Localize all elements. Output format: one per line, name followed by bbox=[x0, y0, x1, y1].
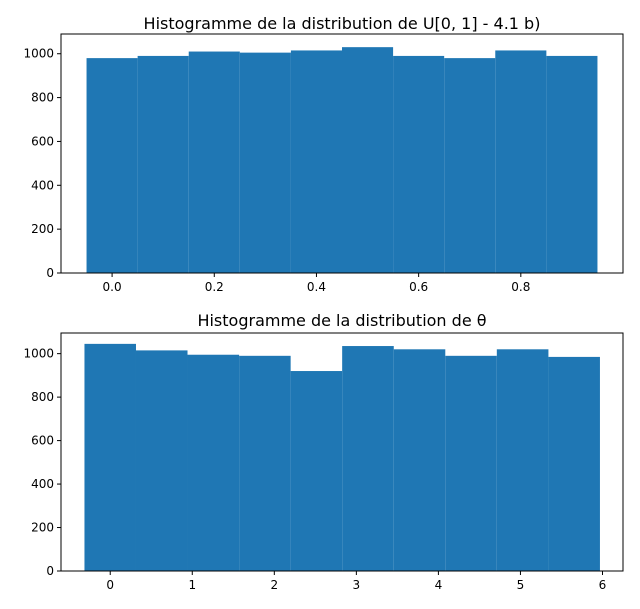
y-tick-label: 200 bbox=[31, 222, 54, 236]
histogram-bar bbox=[239, 355, 291, 571]
bars bbox=[86, 47, 598, 274]
histogram-bar bbox=[239, 52, 291, 273]
y-tick-label: 800 bbox=[31, 91, 54, 105]
y-tick-label: 200 bbox=[31, 521, 54, 535]
x-tick-label: 1 bbox=[188, 578, 196, 592]
y-tick-label: 0 bbox=[46, 266, 54, 280]
histogram-bar bbox=[290, 371, 343, 571]
x-tick-label: 0.2 bbox=[205, 280, 224, 294]
histogram-bar bbox=[496, 349, 549, 571]
chart-title: Histogramme de la distribution de θ bbox=[197, 311, 486, 330]
y-tick-label: 400 bbox=[31, 477, 54, 491]
chart-title: Histogramme de la distribution de U[0, 1… bbox=[144, 14, 541, 33]
histogram-bar bbox=[188, 51, 240, 273]
histogram-bar bbox=[548, 356, 600, 571]
histogram-bar bbox=[135, 350, 188, 571]
y-tick-label: 0 bbox=[46, 564, 54, 578]
chart-theta-histogram: Histogramme de la distribution de θ 0 1 2 3… bbox=[23, 311, 624, 592]
bars bbox=[84, 343, 600, 571]
histogram-bar bbox=[445, 355, 497, 571]
x-tick-label: 0.0 bbox=[103, 280, 122, 294]
histogram-bar bbox=[444, 58, 496, 274]
y-axis-ticks: 0 200 400 600 800 1000 bbox=[23, 347, 61, 578]
histogram-bar bbox=[393, 349, 446, 571]
x-tick-label: 4 bbox=[435, 578, 443, 592]
x-tick-label: 3 bbox=[353, 578, 361, 592]
x-tick-label: 0.4 bbox=[307, 280, 326, 294]
y-tick-label: 400 bbox=[31, 178, 54, 192]
histogram-bar bbox=[393, 55, 445, 273]
x-tick-label: 0.8 bbox=[511, 280, 530, 294]
x-tick-label: 0.6 bbox=[409, 280, 428, 294]
axes-frame bbox=[60, 33, 624, 274]
x-axis-ticks: 0.0 0.2 0.4 0.6 0.8 bbox=[103, 273, 530, 294]
y-tick-label: 1000 bbox=[23, 47, 54, 61]
x-axis-ticks: 0 1 2 3 4 5 6 bbox=[106, 571, 606, 592]
x-tick-label: 5 bbox=[517, 578, 525, 592]
axes-frame bbox=[60, 332, 624, 572]
y-tick-label: 600 bbox=[31, 134, 54, 148]
y-tick-label: 800 bbox=[31, 390, 54, 404]
x-tick-label: 2 bbox=[270, 578, 278, 592]
y-tick-label: 600 bbox=[31, 434, 54, 448]
histogram-bar bbox=[86, 58, 138, 274]
histogram-bar bbox=[137, 55, 189, 273]
histogram-bar bbox=[187, 354, 240, 571]
histogram-bar bbox=[342, 346, 394, 571]
x-tick-label: 6 bbox=[599, 578, 607, 592]
x-tick-label: 0 bbox=[106, 578, 114, 592]
histogram-bar bbox=[342, 47, 394, 274]
chart-uniform-histogram: Histogramme de la distribution de U[0, 1… bbox=[23, 14, 624, 294]
y-tick-label: 1000 bbox=[23, 347, 54, 361]
histogram-bar bbox=[84, 343, 136, 571]
histogram-bar bbox=[495, 50, 547, 274]
histogram-bar bbox=[546, 55, 598, 273]
histogram-bar bbox=[290, 50, 342, 274]
y-axis-ticks: 0 200 400 600 800 1000 bbox=[23, 47, 61, 280]
